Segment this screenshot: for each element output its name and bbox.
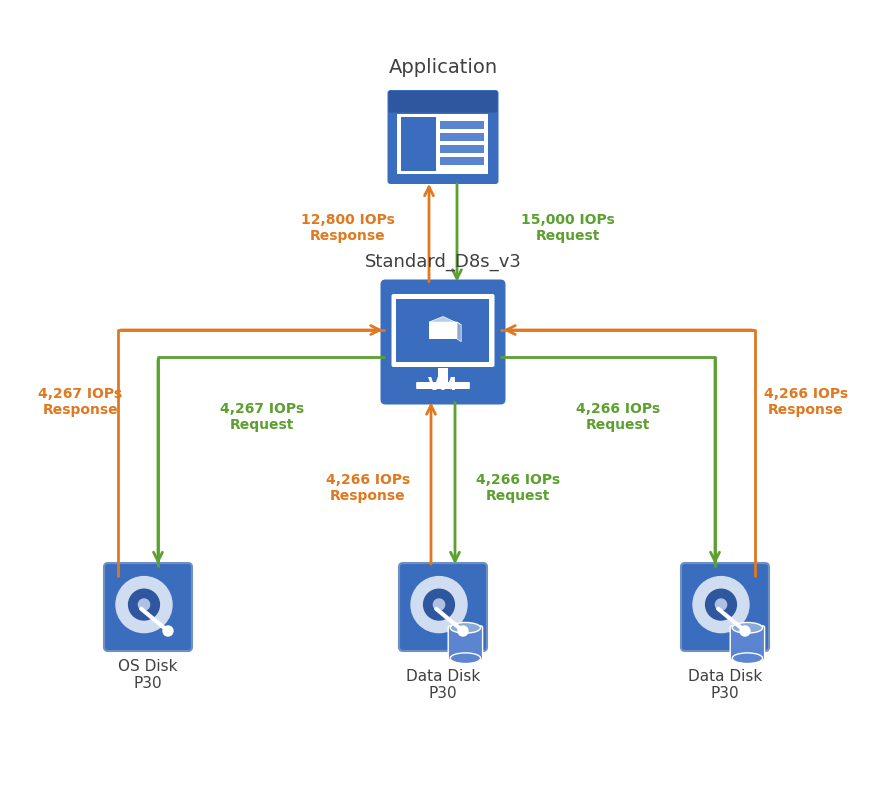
Polygon shape — [429, 322, 457, 339]
FancyBboxPatch shape — [380, 280, 506, 405]
FancyBboxPatch shape — [401, 117, 436, 171]
Circle shape — [458, 626, 468, 636]
Text: 4,266 IOPs
Request: 4,266 IOPs Request — [476, 473, 560, 504]
Circle shape — [411, 577, 467, 633]
Text: Application: Application — [388, 58, 498, 77]
FancyBboxPatch shape — [399, 563, 487, 651]
Circle shape — [715, 599, 727, 610]
Text: 4,266 IOPs
Response: 4,266 IOPs Response — [326, 473, 410, 504]
Circle shape — [705, 589, 736, 620]
FancyBboxPatch shape — [448, 626, 483, 661]
Ellipse shape — [450, 623, 480, 633]
Polygon shape — [457, 322, 462, 341]
Text: 4,267 IOPs
Request: 4,267 IOPs Request — [220, 402, 304, 432]
Circle shape — [163, 626, 173, 636]
Circle shape — [116, 577, 172, 633]
Text: OS Disk
P30: OS Disk P30 — [118, 659, 178, 691]
Circle shape — [424, 589, 455, 620]
Text: 4,266 IOPs
Request: 4,266 IOPs Request — [576, 402, 660, 432]
Circle shape — [740, 626, 750, 636]
Circle shape — [138, 599, 150, 610]
FancyBboxPatch shape — [392, 294, 494, 367]
FancyBboxPatch shape — [438, 368, 448, 383]
FancyBboxPatch shape — [681, 563, 769, 651]
FancyBboxPatch shape — [440, 133, 485, 141]
FancyBboxPatch shape — [440, 158, 485, 165]
FancyBboxPatch shape — [397, 299, 489, 362]
Ellipse shape — [450, 653, 480, 664]
FancyBboxPatch shape — [730, 626, 765, 661]
FancyBboxPatch shape — [388, 91, 498, 112]
Circle shape — [128, 589, 159, 620]
Text: Data Disk
P30: Data Disk P30 — [688, 669, 762, 702]
Text: VM: VM — [428, 375, 458, 394]
Text: Standard_D8s_v3: Standard_D8s_v3 — [364, 252, 522, 271]
Text: 12,800 IOPs
Response: 12,800 IOPs Response — [301, 212, 395, 243]
Text: 15,000 IOPs
Request: 15,000 IOPs Request — [521, 212, 615, 243]
Ellipse shape — [732, 623, 763, 633]
FancyBboxPatch shape — [416, 382, 470, 389]
Text: Data Disk
P30: Data Disk P30 — [406, 669, 480, 702]
FancyBboxPatch shape — [387, 90, 499, 184]
Ellipse shape — [732, 653, 763, 664]
Circle shape — [693, 577, 749, 633]
FancyBboxPatch shape — [398, 114, 488, 174]
FancyBboxPatch shape — [440, 121, 485, 129]
Text: 4,267 IOPs
Response: 4,267 IOPs Response — [38, 387, 122, 417]
FancyBboxPatch shape — [104, 563, 192, 651]
Text: 4,266 IOPs
Response: 4,266 IOPs Response — [764, 387, 848, 417]
Circle shape — [433, 599, 445, 610]
Polygon shape — [429, 317, 462, 325]
FancyBboxPatch shape — [440, 145, 485, 153]
